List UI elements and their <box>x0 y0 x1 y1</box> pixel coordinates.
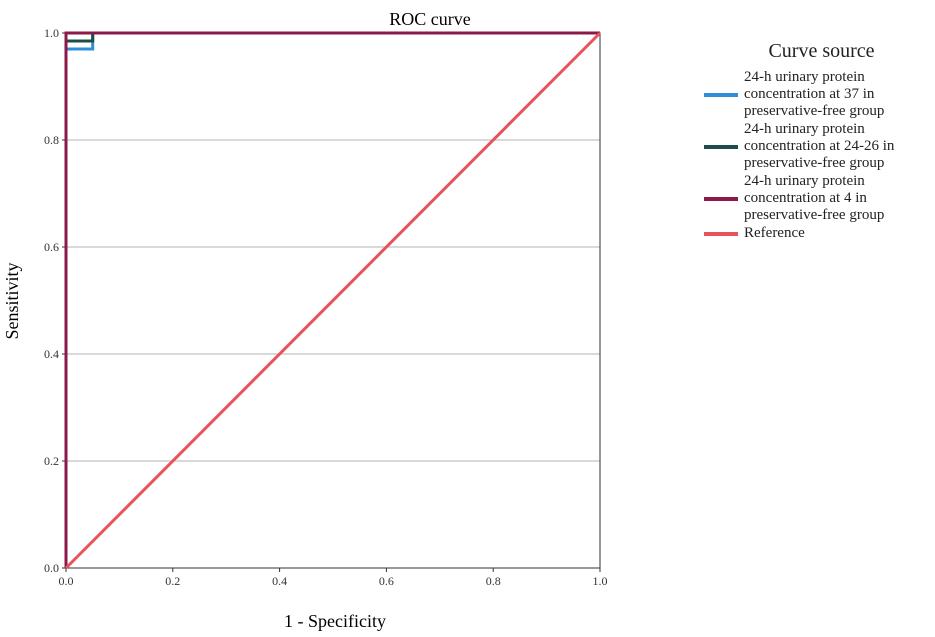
y-axis-label: Sensitivity <box>2 262 22 339</box>
legend-swatch <box>704 92 738 97</box>
legend-item: 24-h urinary protein concentration at 4 … <box>704 173 929 224</box>
series-line-4 <box>64 31 602 570</box>
x-tick-label: 1.0 <box>593 574 608 588</box>
series-line-3 <box>64 31 600 568</box>
legend-swatch <box>704 144 738 149</box>
legend-label: 24-h urinary protein concentration at 4 … <box>744 173 885 223</box>
legend-item: 24-h urinary protein concentration at 37… <box>704 69 929 120</box>
tick-labels: 0.0 0.2 0.4 0.6 0.8 1.0 0.0 0.2 0.4 0.6 0.8 1.0 <box>44 26 608 588</box>
legend-item: 24-h urinary protein concentration at 24… <box>704 121 929 172</box>
legend-label: 24-h urinary protein concentration at 24… <box>744 121 895 171</box>
x-tick-label: 0.6 <box>379 574 394 588</box>
y-tick-label: 0.2 <box>44 454 59 468</box>
y-tick-label: 1.0 <box>44 26 59 40</box>
legend-title: Curve source <box>768 40 875 62</box>
x-tick-label: 0.0 <box>59 574 74 588</box>
legend-swatch <box>704 231 738 236</box>
x-tick-label: 0.4 <box>272 574 287 588</box>
grid-lines <box>66 139 600 462</box>
y-tick-label: 0.4 <box>44 347 59 361</box>
legend-label: Reference <box>744 225 805 241</box>
legend-items: 24-h urinary protein concentration at 37… <box>704 69 929 242</box>
x-tick-label: 0.2 <box>165 574 180 588</box>
y-tick-label: 0.0 <box>44 561 59 575</box>
y-tick-label: 0.8 <box>44 133 59 147</box>
x-tick-label: 0.8 <box>486 574 501 588</box>
legend-label: 24-h urinary protein concentration at 37… <box>744 69 885 119</box>
chart-title: ROC curve <box>389 9 470 29</box>
y-tick-label: 0.6 <box>44 240 59 254</box>
x-axis-label: 1 - Specificity <box>284 611 386 631</box>
legend-swatch <box>704 196 738 201</box>
legend: Curve source 24-h urinary protein concen… <box>704 40 929 243</box>
legend-item: Reference <box>704 225 929 242</box>
series-lines <box>64 31 602 570</box>
